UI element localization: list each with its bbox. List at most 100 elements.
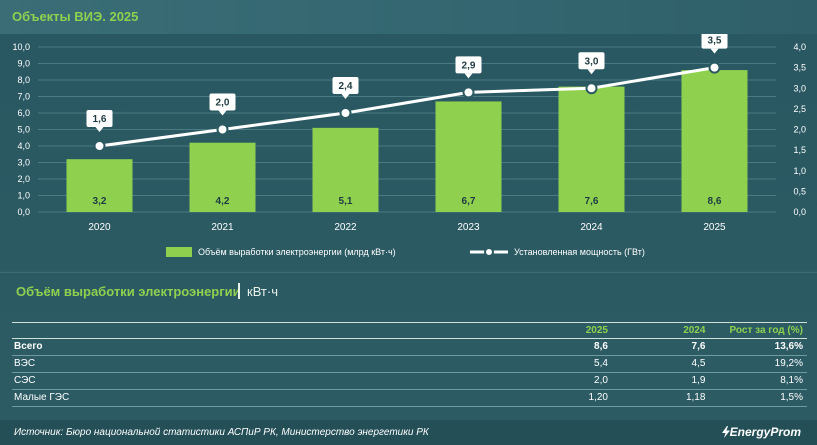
point-label-pointer [464, 73, 473, 79]
x-tick-label: 2020 [88, 222, 111, 233]
capacity-point [585, 82, 598, 95]
table-row: СЭС 2,0 1,9 8,1% [12, 372, 807, 390]
bar-value-label: 8,6 [708, 196, 722, 207]
x-tick-label: 2023 [457, 222, 480, 233]
row-label: ВЭС [12, 355, 396, 373]
point-label-pointer [341, 94, 350, 99]
y-right-tick-label: 0,0 [793, 207, 806, 217]
table-row: Всего 8,6 7,6 13,6% [12, 338, 807, 356]
bar-value-label: 3,2 [93, 196, 107, 207]
capacity-line [99, 66, 715, 148]
section-unit: кВт·ч [247, 284, 278, 299]
y-right-tick-label: 2,0 [793, 125, 806, 135]
header-band [0, 0, 817, 34]
row-label: СЭС [12, 372, 396, 390]
header-cell-2024: 2024 [611, 322, 710, 339]
y-right-tick-label: 1,5 [793, 145, 806, 155]
bar [558, 86, 625, 212]
lightning-icon [722, 426, 730, 438]
y-right-tick-label: 3,5 [793, 63, 806, 73]
section-title: Объём выработки электроэнергии [16, 284, 241, 299]
footer-band [0, 420, 817, 445]
row-value-2024: 7,6 [611, 338, 710, 356]
row-value-2025: 8,6 [395, 338, 612, 356]
bar [189, 142, 256, 212]
y-right-tick-label: 3,0 [793, 83, 806, 93]
capacity-point [93, 140, 106, 152]
y-right-tick-label: 0,5 [793, 186, 806, 196]
y-left-tick-label: 0,0 [17, 207, 30, 217]
brand-logo: EnergyProm [729, 425, 801, 439]
point-label-box [455, 56, 482, 74]
y-left-tick-label: 2,0 [17, 174, 30, 184]
table-header-row: 2025 2024 Рост за год (%) [12, 322, 807, 339]
capacity-point [708, 61, 721, 74]
x-tick-label: 2024 [580, 222, 603, 233]
point-label-box [332, 77, 359, 94]
capacity-point [462, 86, 475, 99]
point-value-label: 3,0 [585, 56, 599, 67]
table-row: ВЭС 5,4 4,5 19,2% [12, 355, 807, 373]
bar-value-label: 4,2 [216, 196, 230, 207]
y-left-tick-label: 1,0 [17, 191, 30, 201]
y-left-tick-label: 6,0 [17, 108, 30, 118]
point-value-label: 2,0 [216, 98, 230, 109]
point-label-pointer [587, 69, 596, 75]
bar [312, 127, 379, 212]
header-cell-growth: Рост за год (%) [709, 322, 807, 339]
bar-value-label: 6,7 [462, 196, 476, 207]
point-value-label: 2,9 [462, 60, 476, 71]
y-left-tick-label: 10,0 [12, 42, 30, 52]
section-separator [238, 283, 240, 299]
section-band [0, 272, 817, 313]
bar [435, 101, 502, 212]
page-title: Объекты ВИЭ. 2025 [12, 9, 139, 24]
legend-label-bars: Объём выработки электроэнергии (млрд кВт… [198, 247, 396, 257]
header-cell-2025: 2025 [395, 322, 612, 339]
row-growth: 19,2% [709, 355, 807, 373]
y-left-tick-label: 7,0 [17, 92, 30, 102]
combo-chart: 0,0 1,0 2,0 3,0 4,0 5,0 6,0 7,0 8,0 9,0 10,0 0,0 0,5… [12, 34, 806, 257]
row-growth: 8,1% [709, 372, 807, 390]
y-left-tick-label: 3,0 [17, 158, 30, 168]
row-label: Малые ГЭС [12, 389, 396, 407]
capacity-point [216, 123, 229, 136]
point-label-pointer [95, 127, 104, 132]
bar [66, 159, 133, 212]
y-left-tick-label: 8,0 [17, 75, 30, 85]
point-label-box [86, 110, 113, 127]
table-row: Малые ГЭС 1,20 1,18 1,5% [12, 389, 807, 407]
row-value-2025: 5,4 [395, 355, 612, 373]
point-label-box [578, 52, 605, 70]
x-tick-label: 2021 [211, 222, 234, 233]
y-right-tick-label: 4,0 [793, 42, 806, 52]
row-value-2024: 1,18 [611, 389, 710, 407]
legend-swatch-bars [166, 247, 192, 257]
point-label-box [209, 93, 236, 111]
bar [681, 70, 748, 212]
y-left-tick-label: 5,0 [17, 125, 30, 135]
legend-label-line: Установленная мощность (ГВт) [514, 247, 645, 257]
y-right-tick-label: 2,5 [793, 104, 806, 114]
header-cell-label [12, 322, 396, 339]
y-left-tick-label: 9,0 [17, 59, 30, 69]
point-value-label: 2,4 [339, 81, 353, 92]
x-tick-label: 2025 [703, 222, 726, 233]
row-value-2025: 2,0 [395, 372, 612, 390]
point-value-label: 1,6 [93, 114, 107, 125]
row-value-2025: 1,20 [395, 389, 612, 407]
y-right-tick-label: 1,0 [793, 166, 806, 176]
row-label: Всего [12, 338, 396, 356]
data-table: 2025 2024 Рост за год (%) Всего 8,6 7,6 … [12, 322, 807, 407]
row-value-2024: 4,5 [611, 355, 710, 373]
row-growth: 13,6% [709, 338, 807, 356]
legend-swatch-marker [484, 247, 494, 257]
row-value-2024: 1,9 [611, 372, 710, 390]
point-label-box [701, 34, 728, 49]
point-label-pointer [710, 48, 719, 54]
y-left-tick-label: 4,0 [17, 141, 30, 151]
source-note: Источник: Бюро национальной статистики А… [14, 427, 429, 438]
row-growth: 1,5% [709, 389, 807, 407]
point-value-label: 3,5 [708, 36, 722, 47]
